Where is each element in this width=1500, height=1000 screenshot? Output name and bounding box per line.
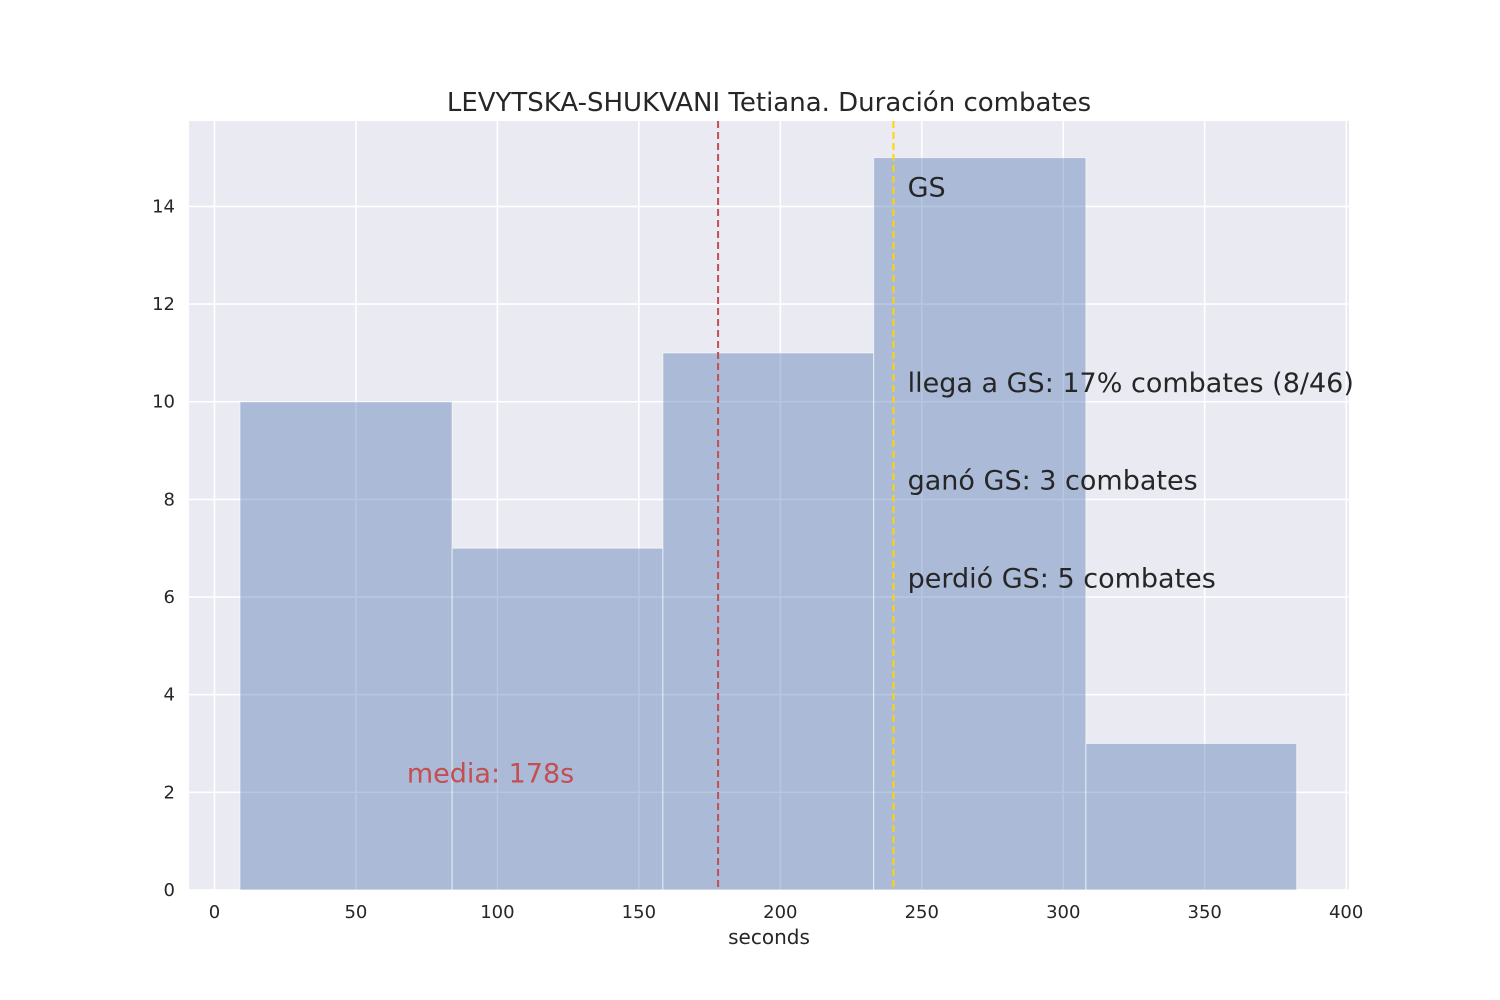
mean-annotation: media: 178s bbox=[407, 759, 574, 790]
histogram-bar bbox=[873, 157, 1087, 891]
x-tick-label: 50 bbox=[344, 902, 367, 923]
annotation-text: ganó GS: 3 combates bbox=[908, 466, 1198, 497]
x-tick-label: 0 bbox=[209, 902, 220, 923]
y-tick-label: 12 bbox=[152, 294, 175, 315]
chart-title: LEVYTSKA-SHUKVANI Tetiana. Duración comb… bbox=[447, 88, 1091, 118]
x-axis-label: seconds bbox=[728, 925, 810, 949]
x-tick-label: 400 bbox=[1329, 902, 1363, 923]
histogram-bar bbox=[662, 352, 875, 891]
annotation-text: llega a GS: 17% combates (8/46) bbox=[908, 368, 1354, 399]
y-tick-label: 4 bbox=[164, 685, 175, 706]
x-tick-labels: 0 50 100 150 200 250 300 350 400 bbox=[209, 902, 1364, 923]
annotation-text: GS bbox=[908, 173, 946, 204]
x-tick-label: 200 bbox=[763, 902, 797, 923]
y-tick-label: 6 bbox=[164, 587, 175, 608]
y-tick-labels: 0 2 4 6 8 10 12 14 bbox=[152, 196, 175, 901]
y-tick-label: 10 bbox=[152, 392, 175, 413]
histogram-bar bbox=[451, 547, 664, 891]
x-tick-label: 300 bbox=[1046, 902, 1080, 923]
histogram-bars bbox=[239, 157, 1298, 891]
annotation-text: perdió GS: 5 combates bbox=[908, 563, 1216, 594]
annotations: GS llega a GS: 17% combates (8/46) ganó GS… bbox=[908, 173, 1354, 595]
x-tick-label: 350 bbox=[1188, 902, 1222, 923]
x-tick-label: 100 bbox=[480, 902, 514, 923]
histogram-bar bbox=[239, 401, 453, 891]
histogram-bar bbox=[1085, 743, 1298, 891]
x-tick-label: 150 bbox=[622, 902, 656, 923]
y-tick-label: 2 bbox=[164, 782, 175, 803]
y-tick-label: 14 bbox=[152, 196, 175, 217]
y-tick-label: 0 bbox=[164, 880, 175, 901]
x-gridlines bbox=[213, 121, 1347, 890]
plot-background bbox=[189, 121, 1349, 890]
x-tick-label: 250 bbox=[905, 902, 939, 923]
y-tick-label: 8 bbox=[164, 489, 175, 510]
